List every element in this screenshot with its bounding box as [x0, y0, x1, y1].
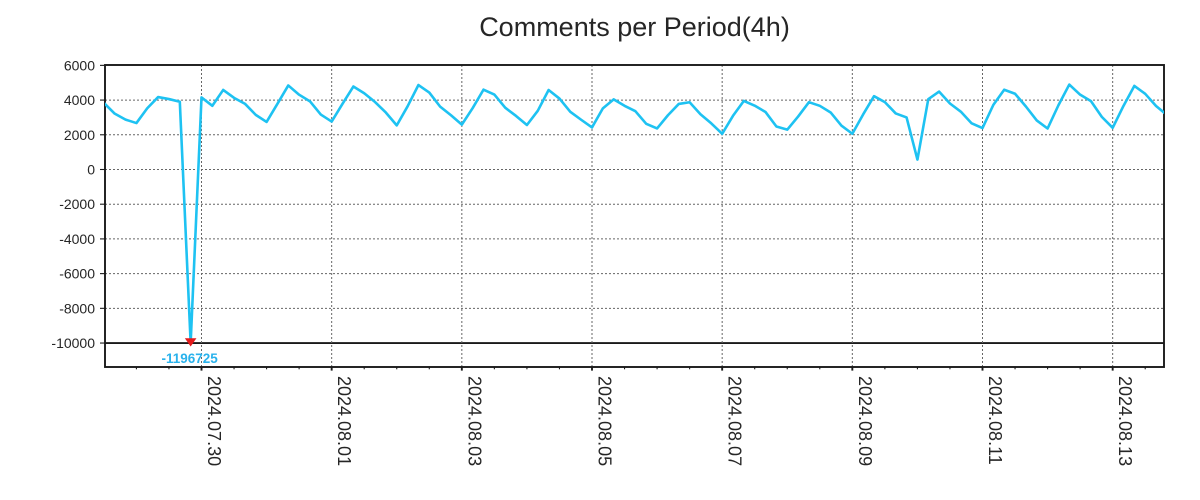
svg-text:2000: 2000 — [64, 127, 95, 143]
svg-text:2024.08.01: 2024.08.01 — [334, 376, 354, 466]
svg-text:2024.07.30: 2024.07.30 — [204, 376, 224, 466]
svg-text:-1196725: -1196725 — [161, 351, 218, 366]
svg-text:6000: 6000 — [64, 57, 95, 73]
svg-text:2024.08.05: 2024.08.05 — [595, 376, 615, 466]
svg-text:2024.08.09: 2024.08.09 — [855, 376, 875, 466]
svg-text:-2000: -2000 — [59, 196, 95, 212]
svg-text:2024.08.07: 2024.08.07 — [725, 376, 745, 466]
svg-text:-10000: -10000 — [51, 335, 95, 351]
svg-text:-4000: -4000 — [59, 231, 95, 247]
svg-text:2024.08.13: 2024.08.13 — [1115, 376, 1135, 466]
svg-text:-6000: -6000 — [59, 266, 95, 282]
svg-text:4000: 4000 — [64, 92, 95, 108]
svg-text:2024.08.03: 2024.08.03 — [464, 376, 484, 466]
svg-text:Comments per Period(4h): Comments per Period(4h) — [479, 12, 790, 42]
svg-text:2024.08.11: 2024.08.11 — [985, 376, 1005, 465]
svg-text:0: 0 — [87, 161, 95, 177]
svg-text:-8000: -8000 — [59, 300, 95, 316]
